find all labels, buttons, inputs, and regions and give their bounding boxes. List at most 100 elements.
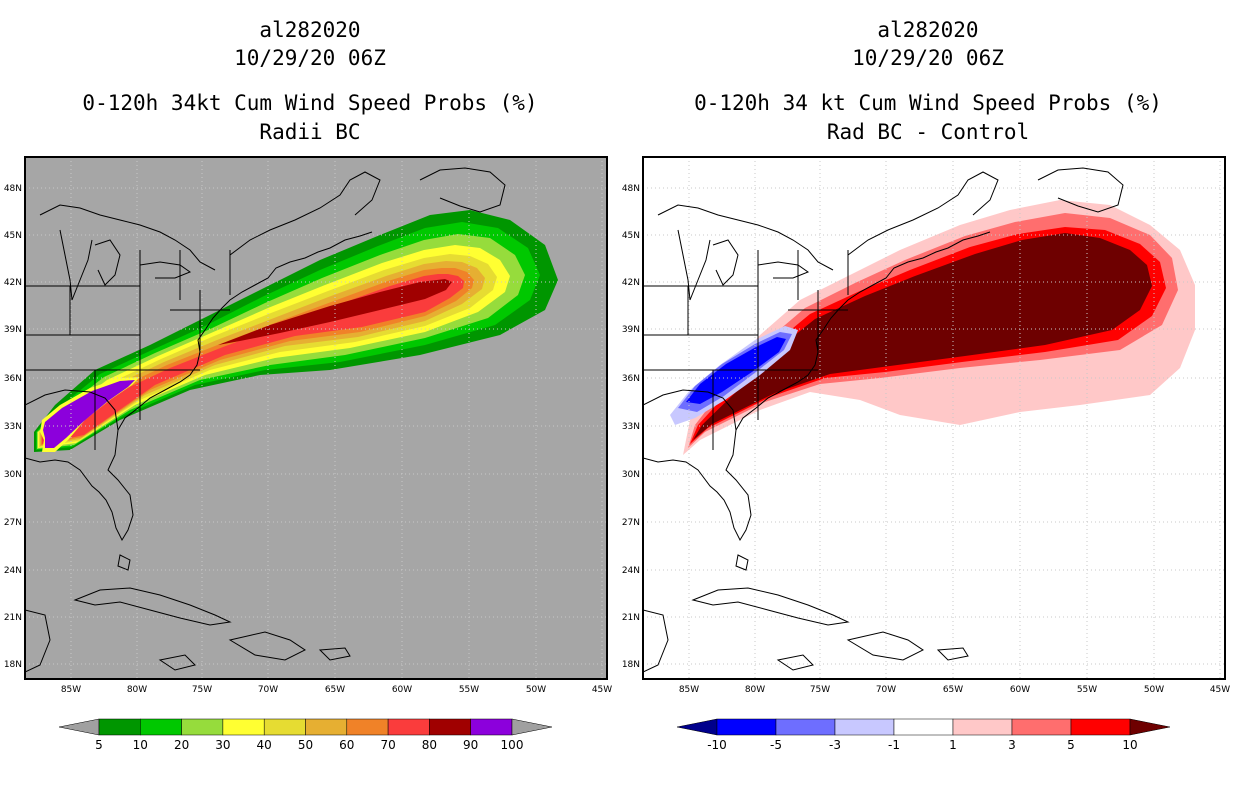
coastline	[735, 554, 749, 571]
coastline	[735, 231, 991, 431]
left-colorbar-box	[98, 718, 141, 736]
coastline	[846, 631, 924, 661]
lat-label: 39N	[622, 325, 640, 335]
lat-label: 36N	[4, 374, 22, 384]
lon-label: 80W	[745, 685, 765, 695]
lon-label: 65W	[325, 685, 345, 695]
right-title: 0-120h 34 kt Cum Wind Speed Probs (%)	[694, 91, 1162, 115]
right-colorbar-label: 1	[949, 738, 957, 752]
lon-label: 80W	[127, 685, 147, 695]
right-colorbar-over-arrow	[1129, 718, 1171, 736]
right-panel: al282020 10/29/20 06Z 0-120h 34 kt Cum W…	[628, 0, 1228, 800]
lat-label: 27N	[622, 518, 640, 528]
coastline	[229, 171, 381, 256]
coastline	[691, 587, 850, 626]
lon-label: 85W	[61, 685, 81, 695]
left-gridlines	[25, 157, 607, 679]
left-colorbar-box	[346, 718, 389, 736]
lat-label: 42N	[4, 278, 22, 288]
lat-label: 45N	[4, 231, 22, 241]
left-coastlines	[25, 167, 506, 673]
right-datetime: 10/29/20 06Z	[852, 46, 1004, 70]
lat-label: 18N	[4, 660, 22, 670]
coastline	[788, 250, 849, 350]
coastline	[776, 654, 814, 671]
coastline	[73, 587, 232, 626]
coastline	[712, 239, 739, 286]
coastline	[39, 204, 216, 271]
coastline	[419, 167, 506, 213]
left-colorbar-box	[470, 718, 513, 736]
lat-label: 21N	[622, 613, 640, 623]
right-gridlines	[643, 157, 1225, 679]
left-colorbar-label: 80	[422, 738, 437, 752]
lat-label: 39N	[4, 325, 22, 335]
left-colorbar-label: 60	[339, 738, 354, 752]
lat-label: 18N	[622, 660, 640, 670]
right-colorbar-box	[775, 718, 836, 736]
lat-label: 33N	[622, 422, 640, 432]
coastline	[25, 250, 200, 450]
swath-100	[43, 380, 135, 448]
left-subtitle: Radii BC	[259, 120, 361, 144]
lat-label: 21N	[4, 613, 22, 623]
lon-label: 75W	[192, 685, 212, 695]
left-colorbar-box	[181, 718, 224, 736]
left-colorbar-box	[222, 718, 265, 736]
left-colorbar-under-arrow	[58, 718, 100, 736]
right-coastlines	[643, 167, 1124, 673]
lat-label: 33N	[4, 422, 22, 432]
left-colorbar-box	[387, 718, 430, 736]
left-colorbar-box	[429, 718, 471, 736]
coastline	[25, 389, 134, 542]
lat-label: 48N	[4, 184, 22, 194]
left-colorbar-label: 50	[298, 738, 313, 752]
lon-label: 65W	[943, 685, 963, 695]
left-colorbar-box	[140, 718, 182, 736]
left-map-frame	[24, 156, 608, 680]
right-storm-id: al282020	[877, 18, 979, 42]
left-colorbar-label: 10	[133, 738, 148, 752]
lat-label: 24N	[622, 566, 640, 576]
coastline	[94, 239, 121, 286]
coastline	[757, 261, 810, 279]
left-title: 0-120h 34kt Cum Wind Speed Probs (%)	[82, 91, 538, 115]
coastline	[643, 250, 818, 450]
diff-pos-10	[693, 233, 1152, 440]
lat-label: 24N	[4, 566, 22, 576]
coastline	[1037, 167, 1124, 213]
right-colorbar-box	[893, 718, 954, 736]
lon-label: 85W	[679, 685, 699, 695]
right-colorbar-label: -1	[888, 738, 900, 752]
lon-label: 70W	[258, 685, 278, 695]
coastline	[677, 229, 711, 301]
lat-label: 45N	[622, 231, 640, 241]
coastline	[117, 231, 373, 431]
right-colorbar-box	[716, 718, 777, 736]
coastline	[158, 654, 196, 671]
lat-label: 42N	[622, 278, 640, 288]
right-colorbar-box	[1070, 718, 1131, 736]
right-map-frame	[642, 156, 1226, 680]
right-colorbar-box	[952, 718, 1013, 736]
lon-label: 55W	[459, 685, 479, 695]
right-colorbar-box	[1011, 718, 1072, 736]
lon-label: 60W	[1010, 685, 1030, 695]
coastline	[139, 261, 192, 279]
right-colorbar-box	[834, 718, 895, 736]
coastline	[643, 389, 752, 542]
lat-label: 30N	[622, 470, 640, 480]
left-colorbar-label: 20	[174, 738, 189, 752]
left-colorbar-label: 5	[95, 738, 103, 752]
lat-label: 36N	[622, 374, 640, 384]
coastline	[657, 204, 834, 271]
right-colorbar-label: 10	[1122, 738, 1137, 752]
left-panel: al282020 10/29/20 06Z 0-120h 34kt Cum Wi…	[10, 0, 610, 800]
right-colorbar-label: 3	[1008, 738, 1016, 752]
lon-label: 45W	[1210, 685, 1230, 695]
left-probability-swath	[34, 210, 558, 452]
coastline	[117, 554, 131, 571]
coastline	[936, 647, 969, 661]
lat-label: 48N	[622, 184, 640, 194]
